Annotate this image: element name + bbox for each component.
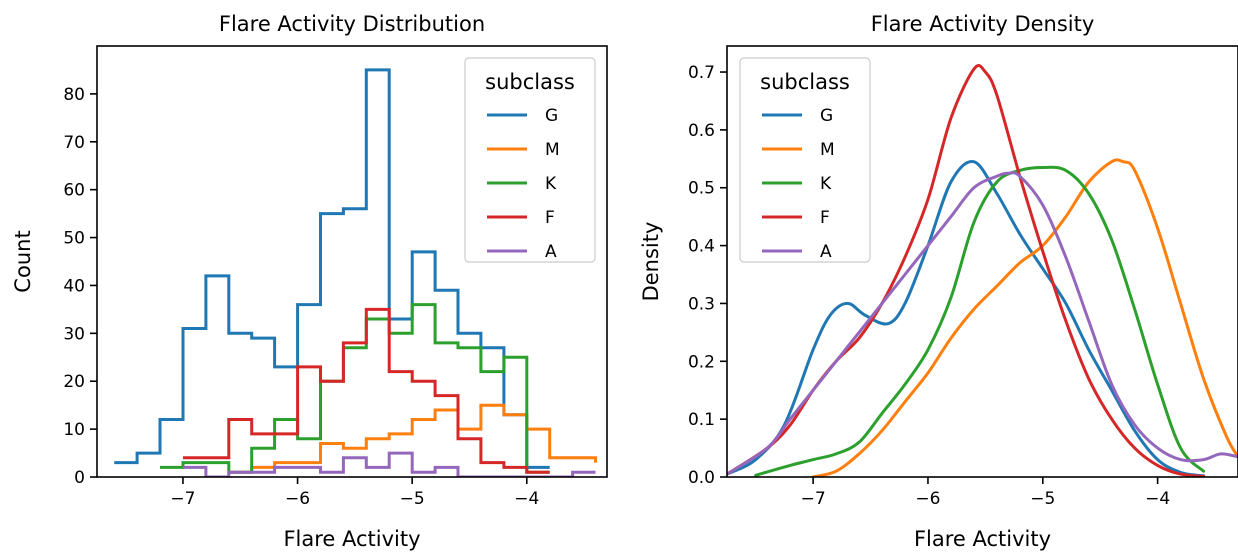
legend-label-M: M — [545, 140, 560, 160]
x-tick-label: −4 — [1145, 489, 1170, 509]
series-M-curve — [811, 158, 1238, 477]
chart-title: Flare Activity Distribution — [219, 12, 485, 36]
series-K-curve — [754, 165, 1206, 477]
x-tick-label: −6 — [285, 489, 310, 509]
y-tick-label: 60 — [63, 181, 85, 201]
x-tick-label: −7 — [801, 489, 826, 509]
y-axis-label: Count — [11, 230, 35, 292]
y-tick-label: 0.0 — [688, 468, 715, 488]
legend-label-M: M — [820, 140, 835, 160]
y-tick-label: 30 — [63, 324, 85, 344]
legend-box — [739, 57, 871, 263]
y-tick-label: 0.6 — [688, 121, 715, 141]
series-G-step — [114, 68, 550, 469]
x-axis-label: Flare Activity — [914, 527, 1051, 551]
axes-frame — [726, 45, 1238, 478]
series-group — [114, 68, 597, 477]
y-tick-label: 0.7 — [688, 63, 715, 83]
y-axis-label: Density — [639, 222, 663, 302]
legend-title: subclass — [485, 70, 575, 94]
series-group — [727, 64, 1238, 477]
legend-label-A: A — [820, 242, 832, 262]
series-F-step — [183, 307, 550, 474]
y-tick-label: 40 — [63, 276, 85, 296]
y-tick-label: 0 — [74, 468, 85, 488]
x-tick-label: −5 — [400, 489, 425, 509]
x-tick-label: −7 — [170, 489, 195, 509]
y-tick-label: 0.5 — [688, 179, 715, 199]
legend-label-G: G — [820, 106, 833, 126]
x-tick-label: −6 — [915, 489, 940, 509]
legend-label-G: G — [545, 106, 558, 126]
legend-label-F: F — [820, 208, 830, 228]
legend-title: subclass — [760, 70, 850, 94]
legend-box — [464, 57, 596, 263]
x-axis-label: Flare Activity — [283, 527, 420, 551]
legend-label-K: K — [820, 174, 832, 194]
axes-frame — [96, 45, 608, 478]
histogram-chart: −7 −6 −5 −4 0 10 20 30 40 50 60 70 80 Flare Activity … — [11, 12, 608, 551]
y-tick-label: 80 — [63, 85, 85, 105]
legend-label-K: K — [545, 174, 557, 194]
y-tick-label: 20 — [63, 372, 85, 392]
y-tick-label: 0.2 — [688, 352, 715, 372]
series-A-step — [183, 451, 596, 477]
density-chart: −7 −6 −5 −4 0.0 0.1 0.2 0.3 0.4 0.5 0.6 0.7 Flare Ac… — [639, 12, 1238, 551]
x-tick-label: −5 — [1030, 489, 1055, 509]
y-tick-label: 70 — [63, 133, 85, 153]
y-tick-label: 10 — [63, 420, 85, 440]
series-G-curve — [727, 159, 1206, 477]
series-A-curve — [727, 171, 1238, 476]
x-tick-label: −4 — [514, 489, 539, 509]
y-tick-label: 0.3 — [688, 294, 715, 314]
chart-title: Flare Activity Density — [871, 12, 1095, 36]
y-tick-label: 0.4 — [688, 237, 715, 257]
y-tick-label: 50 — [63, 229, 85, 249]
legend-label-A: A — [545, 242, 557, 262]
legend-label-F: F — [545, 208, 555, 228]
y-tick-label: 0.1 — [688, 410, 715, 430]
